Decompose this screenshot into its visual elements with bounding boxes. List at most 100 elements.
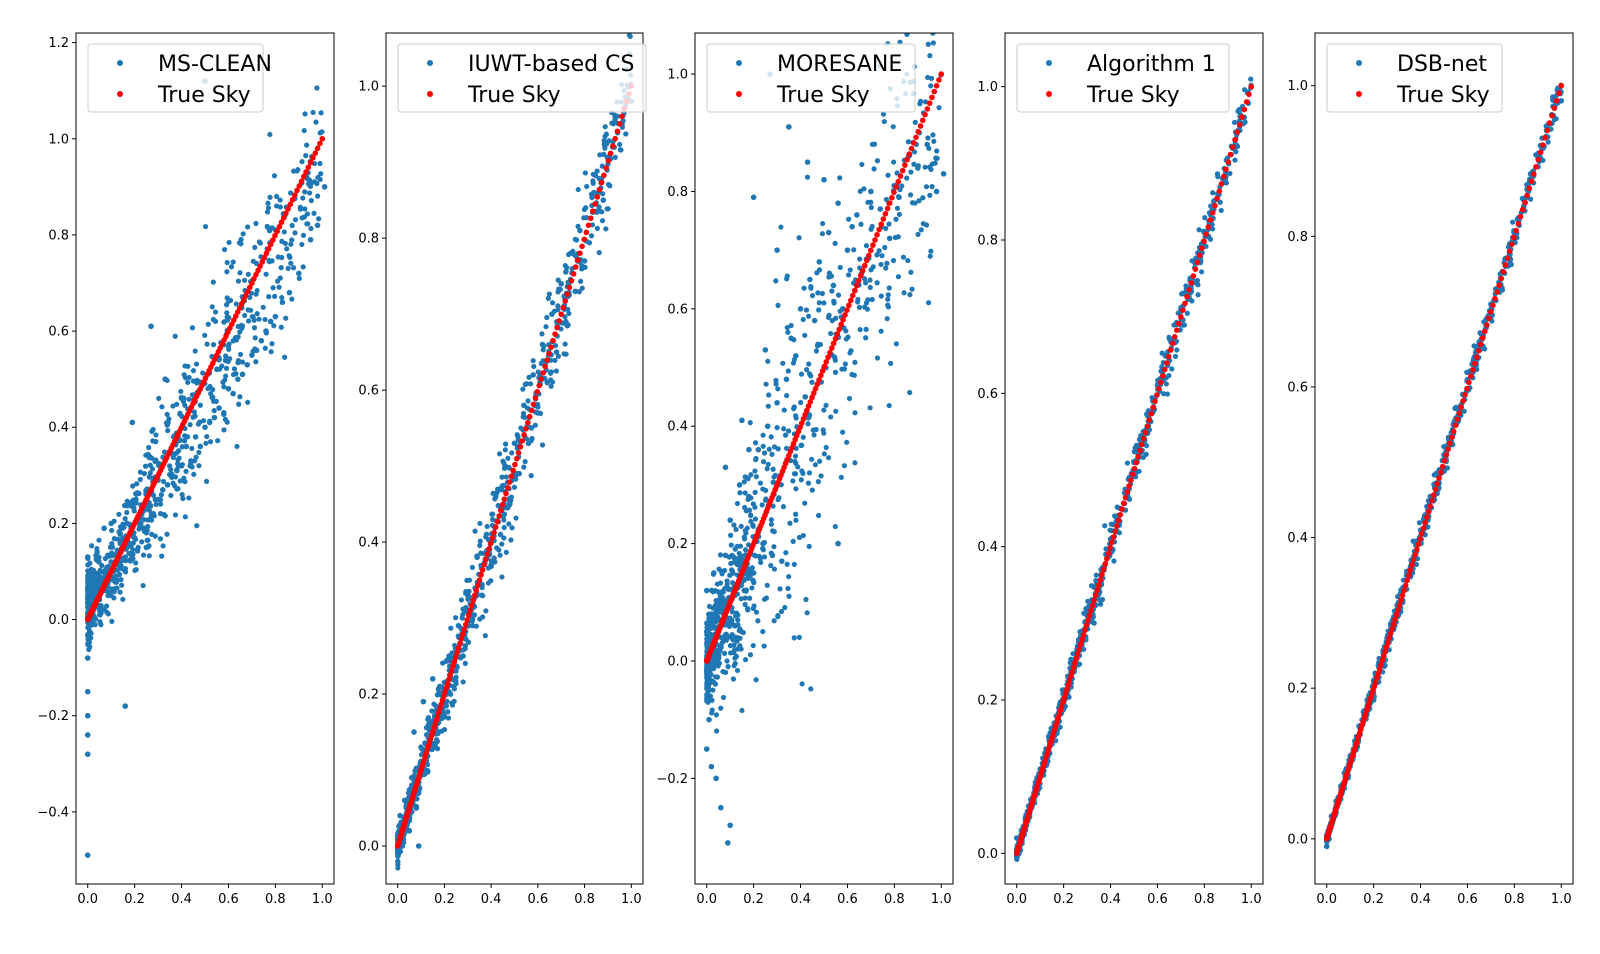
estimate-point [166,416,171,421]
estimate-point [483,633,488,638]
estimate-point [124,510,129,515]
estimate-point [837,175,842,180]
estimate-point [754,474,759,479]
estimate-point [266,294,271,299]
estimate-point [773,378,778,383]
estimate-point [808,373,813,378]
estimate-point [539,331,544,336]
estimate-point [188,458,194,464]
estimate-point [544,380,550,386]
estimate-point [144,545,150,551]
true-sky-point [1121,501,1127,507]
estimate-point [891,159,896,164]
true-sky-point [896,179,902,185]
true-sky-point [1160,373,1166,379]
estimate-point [453,615,458,620]
true-sky-point [868,247,874,253]
estimate-point [847,396,852,401]
estimate-point [753,440,758,445]
estimate-point [273,314,279,320]
estimate-point [766,392,771,397]
estimate-point [735,646,740,651]
estimate-point [1208,237,1213,242]
estimate-point [159,404,164,409]
estimate-point [521,464,526,469]
estimate-point [931,40,936,45]
true-sky-point [1223,166,1229,172]
estimate-point [96,538,101,543]
estimate-point [857,256,862,261]
estimate-point [727,823,733,829]
estimate-point [265,225,270,230]
true-sky-point [1107,545,1113,551]
estimate-point [305,221,310,226]
legend-true-sky-marker [117,91,123,97]
estimate-point [772,529,777,534]
estimate-point [554,368,559,373]
estimate-point [733,547,738,552]
estimate-point [603,226,608,231]
estimate-point [237,394,242,399]
true-sky-point [1116,518,1122,524]
x-tick-label: 1.0 [1241,892,1262,907]
legend-estimate-marker [427,60,433,66]
estimate-point [188,422,193,427]
estimate-point [133,491,138,496]
estimate-point [706,663,711,668]
estimate-point [787,521,792,526]
estimate-point [120,526,125,531]
estimate-point [1173,354,1178,359]
estimate-point [922,165,927,170]
estimate-point [99,569,104,574]
estimate-point [921,221,926,226]
estimate-point [87,623,92,628]
x-tick-label: 0.0 [1006,892,1027,907]
estimate-point [275,279,280,284]
estimate-point [595,169,600,174]
estimate-point [600,197,606,203]
estimate-point [776,495,781,500]
estimate-point [194,455,199,460]
estimate-point [799,477,804,482]
estimate-point [832,354,837,359]
estimate-point [1164,381,1169,386]
estimate-point [460,616,465,621]
estimate-point [236,334,241,339]
estimate-point [582,207,587,212]
estimate-point [793,512,798,517]
estimate-point [230,391,236,397]
estimate-point [760,502,765,507]
x-tick-label: 0.0 [387,892,408,907]
estimate-point [314,181,319,186]
true-sky-point [518,444,524,450]
estimate-point [136,545,141,550]
true-sky-point [529,408,535,414]
estimate-point [852,373,857,378]
estimate-point [854,212,860,218]
estimate-point [750,522,755,527]
estimate-point [742,536,747,541]
estimate-point [793,518,798,523]
estimate-point [282,229,287,234]
estimate-point [133,560,138,565]
y-tick-label: 0.8 [667,185,688,200]
estimate-point [809,380,814,385]
estimate-point [526,441,532,447]
true-sky-point [1112,529,1118,535]
estimate-point [817,259,823,265]
estimate-point [762,554,767,559]
estimate-point [763,382,768,387]
estimate-point [886,221,891,226]
estimate-point [499,541,504,546]
true-sky-point [315,146,321,152]
true-sky-point [1143,430,1149,436]
estimate-point [710,707,715,712]
estimate-point [236,279,241,284]
estimate-point [504,550,509,555]
estimate-point [123,516,128,521]
estimate-point [739,596,744,601]
plot-area [85,78,327,858]
estimate-point [119,583,124,588]
estimate-point [267,132,272,137]
true-sky-point [521,432,527,438]
